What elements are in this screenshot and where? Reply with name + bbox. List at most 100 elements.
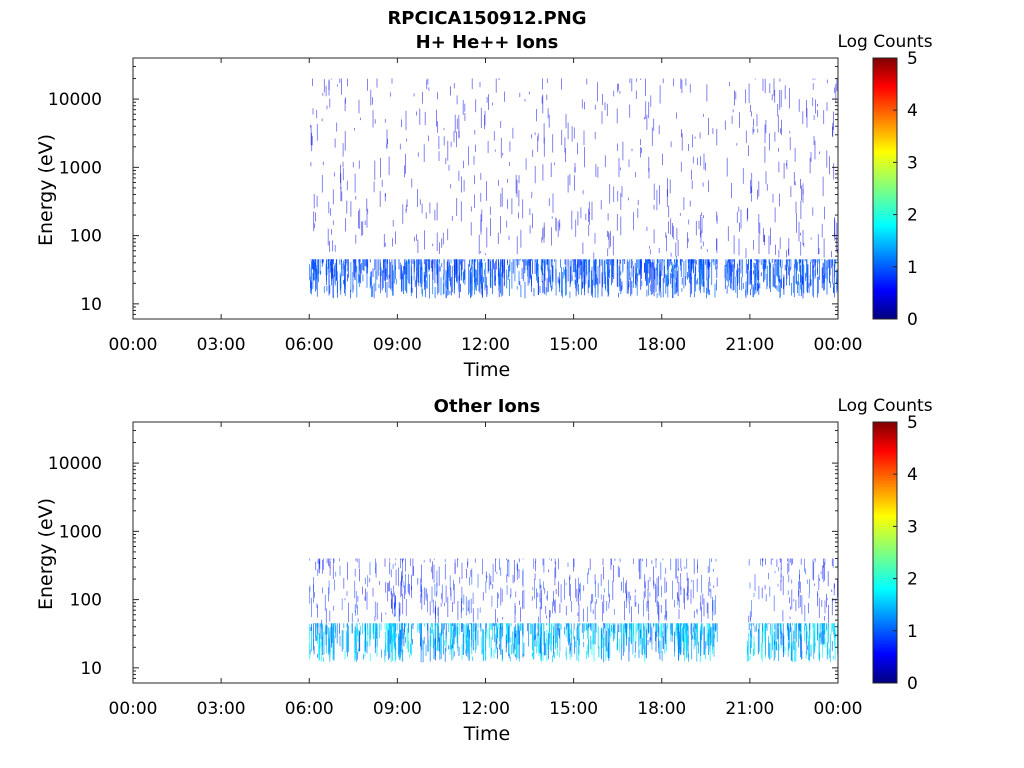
spectrogram-streak (769, 586, 771, 597)
spectrogram-streak (379, 623, 380, 639)
spectrogram-streak (805, 259, 807, 261)
spectrogram-streak (485, 623, 487, 633)
figure-title: RPCICA150912.PNG (387, 8, 586, 29)
spectrogram-streak (826, 642, 828, 660)
spectrogram-streak (408, 574, 409, 594)
spectrogram-streak (366, 259, 368, 274)
spectrogram-streak (670, 141, 672, 148)
spectrogram-streak (779, 279, 781, 298)
spectrogram-streak (810, 259, 812, 263)
spectrogram-streak (588, 639, 589, 658)
spectrogram-streak (596, 599, 597, 604)
spectrogram-streak (593, 261, 595, 271)
spectrogram-streak (629, 78, 631, 83)
spectrogram-streak (551, 259, 553, 290)
spectrogram-streak (346, 180, 348, 191)
spectrogram-streak (440, 632, 442, 654)
spectrogram-streak (436, 623, 437, 626)
colorbar-tick-label: 3 (907, 517, 918, 537)
spectrogram-streak (392, 264, 393, 296)
spectrogram-streak (409, 261, 410, 284)
spectrogram-streak (742, 283, 744, 289)
spectrogram-streak (751, 259, 752, 281)
spectrogram-streak (616, 108, 618, 124)
spectrogram-streak (650, 95, 652, 107)
spectrogram-streak (618, 266, 620, 287)
spectrogram-streak (339, 259, 341, 265)
spectrogram-streak (497, 232, 499, 245)
spectrogram-streak (713, 568, 714, 572)
spectrogram-streak (329, 98, 331, 108)
spectrogram-streak (402, 593, 404, 614)
spectrogram-streak (392, 593, 393, 614)
spectrogram-streak (356, 623, 358, 636)
spectrogram-streak (635, 274, 637, 288)
spectrogram-streak (676, 259, 677, 268)
spectrogram-streak (655, 558, 657, 561)
spectrogram-streak (428, 259, 430, 272)
spectrogram-streak (552, 134, 554, 153)
spectrogram-streak (500, 259, 502, 285)
spectrogram-streak (589, 623, 591, 627)
spectrogram-streak (519, 92, 521, 98)
spectrogram-streak (322, 161, 324, 166)
spectrogram-streak (384, 658, 386, 663)
spectrogram-streak (600, 200, 602, 210)
spectrogram-streak (834, 623, 835, 647)
spectrogram-streak (500, 567, 502, 577)
spectrogram-streak (404, 266, 405, 275)
spectrogram-streak (462, 634, 464, 655)
spectrogram-streak (754, 574, 756, 592)
spectrogram-streak (624, 259, 626, 264)
spectrogram-streak (604, 623, 605, 629)
spectrogram-streak (443, 623, 444, 646)
spectrogram-streak (792, 623, 793, 626)
spectrogram-streak (361, 263, 363, 274)
spectrogram-streak (450, 623, 452, 650)
spectrogram-streak (753, 286, 754, 297)
spectrogram-streak (343, 279, 344, 285)
spectrogram-streak (423, 560, 425, 563)
spectrogram-streak (548, 278, 550, 283)
spectrogram-streak (619, 259, 621, 291)
spectrogram-streak (375, 270, 377, 292)
spectrogram-streak (678, 623, 680, 657)
spectrogram-streak (733, 259, 735, 279)
spectrogram-streak (713, 259, 714, 261)
spectrogram-streak (691, 259, 693, 269)
spectrogram-streak (313, 211, 315, 232)
spectrogram-streak (393, 259, 395, 284)
spectrogram-streak (680, 586, 682, 595)
colorbar (872, 57, 898, 320)
spectrogram-streak (385, 268, 387, 280)
spectrogram-streak (711, 259, 713, 285)
spectrogram-streak (589, 259, 590, 273)
spectrogram-streak (519, 259, 521, 261)
spectrogram-streak (424, 275, 425, 290)
spectrogram-streak (495, 644, 497, 654)
spectrogram-streak (774, 623, 776, 630)
spectrogram-streak (547, 108, 549, 119)
spectrogram-streak (824, 259, 825, 274)
spectrogram-streak (577, 259, 579, 281)
spectrogram-streak (619, 90, 621, 94)
spectrogram-streak (813, 562, 815, 581)
spectrogram-streak (344, 265, 345, 294)
spectrogram-streak (699, 132, 701, 139)
spectrogram-streak (648, 623, 649, 634)
spectrogram-streak (497, 592, 498, 608)
spectrogram-streak (500, 137, 502, 158)
y-axis-label: Energy (eV) (35, 134, 57, 246)
x-tick-label: 12:00 (461, 335, 510, 355)
spectrogram-streak (824, 629, 825, 644)
spectrogram-streak (366, 198, 368, 213)
spectrogram-streak (573, 623, 575, 631)
spectrogram-streak (518, 190, 520, 207)
spectrogram-streak (392, 634, 393, 650)
spectrogram-streak (646, 114, 648, 130)
spectrogram-streak (812, 207, 814, 216)
spectrogram-streak (765, 120, 767, 134)
spectrogram-streak (528, 623, 530, 625)
spectrogram-streak (613, 565, 614, 582)
x-tick-label: 00:00 (109, 335, 158, 355)
